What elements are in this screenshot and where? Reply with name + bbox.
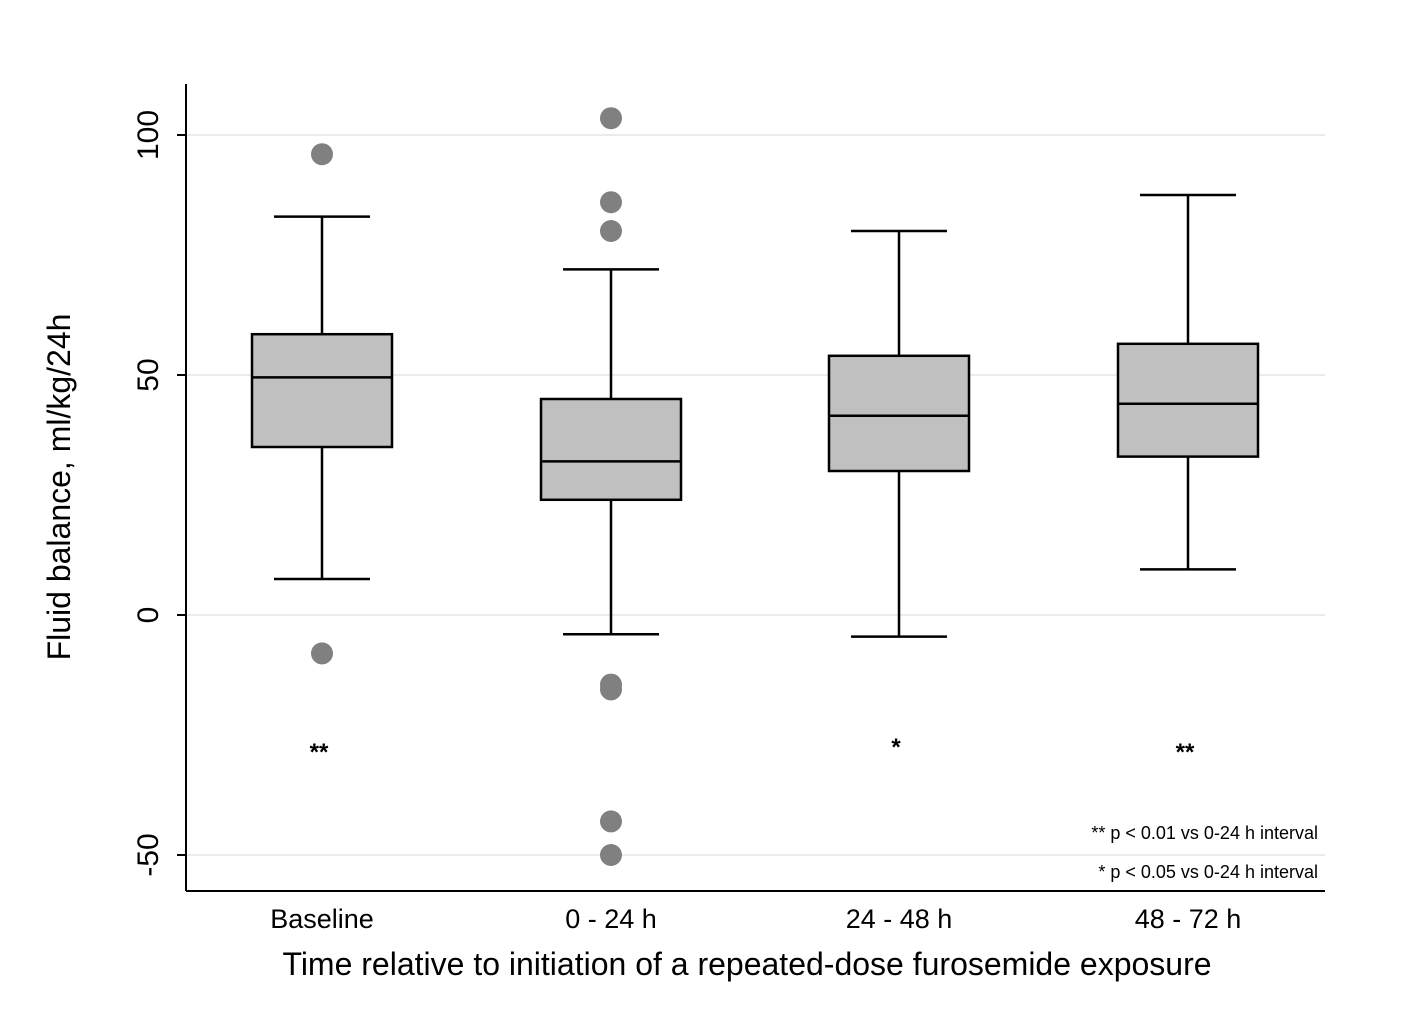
y-tick-label-3: 100 — [132, 110, 165, 160]
annotation-p001: ** p < 0.01 vs 0-24 h interval — [1091, 823, 1318, 843]
outlier-point-1-6 — [600, 844, 622, 866]
box-0 — [250, 215, 394, 581]
y-axis-title: Fluid balance, ml/kg/24h — [41, 314, 77, 661]
y-tick-label-1: 0 — [132, 607, 165, 624]
boxes — [250, 193, 1260, 638]
significance-markers: ** * ** — [310, 734, 1195, 766]
y-tick-label-2: 50 — [132, 358, 165, 391]
iqr-box-2 — [827, 354, 971, 473]
iqr-box-3 — [1116, 342, 1260, 458]
box-3 — [1116, 193, 1260, 571]
outliers — [311, 107, 622, 866]
y-axis-ticks: -50 0 50 100 — [132, 110, 186, 877]
outlier-point-1-0 — [600, 107, 622, 130]
axes — [185, 84, 1325, 892]
significance-marker-2: * — [891, 734, 901, 761]
outlier-point-1-5 — [600, 810, 622, 833]
category-label-2: 24 - 48 h — [846, 904, 953, 934]
outlier-point-1-1 — [600, 191, 622, 214]
annotation-p005: * p < 0.05 vs 0-24 h interval — [1098, 862, 1318, 882]
outlier-point-0-1 — [311, 642, 333, 665]
category-labels: Baseline 0 - 24 h 24 - 48 h 48 - 72 h — [270, 904, 1241, 934]
significance-marker-3: ** — [1176, 739, 1195, 766]
outlier-point-1-2 — [600, 220, 622, 242]
category-label-1: 0 - 24 h — [565, 904, 657, 934]
iqr-box-1 — [539, 397, 683, 502]
iqr-box-0 — [250, 332, 394, 449]
box-2 — [827, 229, 971, 638]
category-label-3: 48 - 72 h — [1135, 904, 1242, 934]
significance-marker-0: ** — [310, 739, 329, 766]
y-tick-label-0: -50 — [132, 833, 165, 876]
box-1 — [539, 268, 683, 636]
outlier-point-0-0 — [311, 143, 333, 166]
category-label-0: Baseline — [270, 904, 374, 934]
outlier-point-1-4 — [600, 678, 622, 701]
x-axis-title: Time relative to initiation of a repeate… — [282, 946, 1211, 982]
